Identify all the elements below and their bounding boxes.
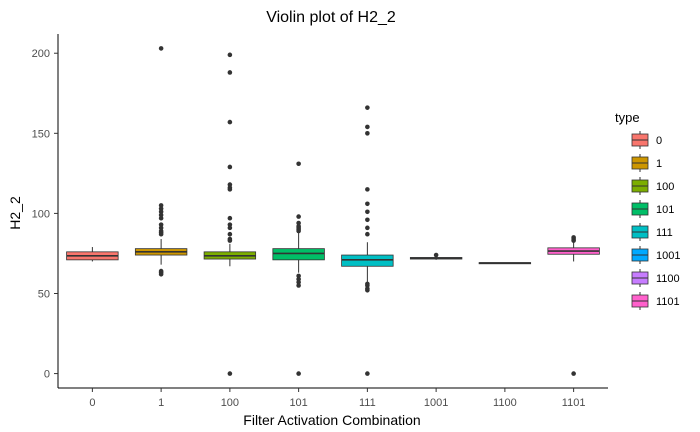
legend-label: 101 (656, 204, 674, 216)
outlier-point (158, 209, 164, 215)
outlier-point (571, 238, 576, 243)
x-tick-label: 101 (289, 397, 307, 409)
outlier-point (227, 164, 233, 170)
legend-label: 1101 (656, 296, 680, 308)
outlier-point (365, 187, 370, 192)
outlier-point (158, 271, 164, 277)
outlier-point (227, 52, 233, 58)
outlier-point (296, 214, 301, 219)
box-1100 (478, 262, 532, 265)
legend-label: 111 (656, 227, 673, 239)
outlier-point (365, 371, 370, 376)
y-tick-label: 50 (38, 288, 50, 300)
box-101 (272, 161, 325, 376)
legend-item-111: 111 (631, 223, 673, 241)
outlier-point (365, 225, 370, 231)
x-tick-label: 0 (89, 397, 95, 409)
x-axis-title: Filter Activation Combination (243, 412, 420, 428)
box-111 (341, 105, 394, 376)
outlier-point (296, 273, 301, 279)
x-tick-label: 100 (221, 397, 239, 409)
outlier-point (227, 182, 233, 187)
outlier-point (227, 371, 233, 376)
outlier-point (296, 228, 301, 234)
outlier-point (296, 161, 301, 167)
legend-item-1001: 1001 (631, 246, 680, 264)
box-1101 (547, 235, 600, 376)
outlier-point (158, 231, 164, 237)
y-tick-label: 100 (32, 208, 50, 220)
outlier-point (158, 222, 164, 227)
outlier-point (227, 187, 233, 192)
outlier-point (365, 124, 370, 130)
legend-label: 0 (656, 135, 662, 147)
outlier-point (365, 105, 370, 110)
legend-label: 1100 (656, 273, 680, 285)
box-iqr (341, 254, 394, 267)
legend-item-100: 100 (631, 177, 674, 195)
x-axis-ticks: 0 1 100 101 111 1001 1100 1101 (89, 388, 585, 409)
outlier-point (227, 70, 233, 75)
outlier-point (227, 215, 233, 221)
outlier-point (296, 220, 301, 226)
outlier-point (365, 283, 370, 288)
outlier-point (365, 131, 370, 136)
legend-label: 1 (656, 158, 662, 170)
legend-item-1101: 1101 (631, 292, 680, 310)
box-iqr (272, 248, 325, 261)
outlier-point (158, 203, 164, 208)
outlier-point (227, 119, 233, 125)
outlier-point (158, 212, 164, 218)
outlier-point (365, 201, 370, 207)
legend-item-101: 101 (631, 200, 674, 218)
box-1 (134, 46, 188, 277)
outlier-point (571, 371, 576, 376)
x-tick-label: 1100 (493, 397, 517, 409)
legend-label: 1001 (656, 250, 680, 262)
x-tick-label: 111 (359, 397, 376, 409)
outlier-point (296, 371, 301, 376)
outlier-point (365, 287, 370, 293)
box-0 (66, 247, 119, 262)
outlier-point (365, 217, 370, 223)
y-tick-label: 200 (32, 48, 50, 60)
outlier-point (365, 231, 370, 237)
x-tick-label: 1101 (562, 397, 586, 409)
y-axis-ticks: 0 50 100 150 200 (32, 48, 58, 381)
box-1001 (409, 252, 463, 260)
outlier-point (158, 215, 164, 221)
outlier-point (296, 283, 301, 288)
outlier-point (365, 209, 370, 215)
box-100 (203, 52, 257, 376)
legend-item-0: 0 (631, 131, 662, 149)
legend-item-1100: 1100 (631, 269, 680, 287)
outlier-point (227, 225, 233, 231)
outlier-point (296, 276, 301, 282)
y-axis-title: H2_2 (7, 196, 23, 230)
legend-label: 100 (656, 181, 674, 193)
outlier-point (227, 231, 233, 237)
x-tick-label: 1001 (424, 397, 448, 409)
outlier-point (158, 46, 164, 51)
outlier-point (158, 225, 164, 231)
plot-area (66, 46, 600, 376)
outlier-point (227, 238, 233, 243)
chart-title: Violin plot of H2_2 (266, 9, 396, 26)
y-tick-label: 150 (32, 128, 50, 140)
legend-title: type (615, 110, 640, 125)
legend-item-1: 1 (631, 154, 662, 172)
outlier-point (227, 222, 233, 227)
y-tick-label: 0 (44, 369, 50, 381)
outlier-point (433, 252, 439, 258)
outlier-point (158, 206, 164, 211)
outlier-point (296, 279, 301, 285)
x-tick-label: 1 (158, 397, 164, 409)
